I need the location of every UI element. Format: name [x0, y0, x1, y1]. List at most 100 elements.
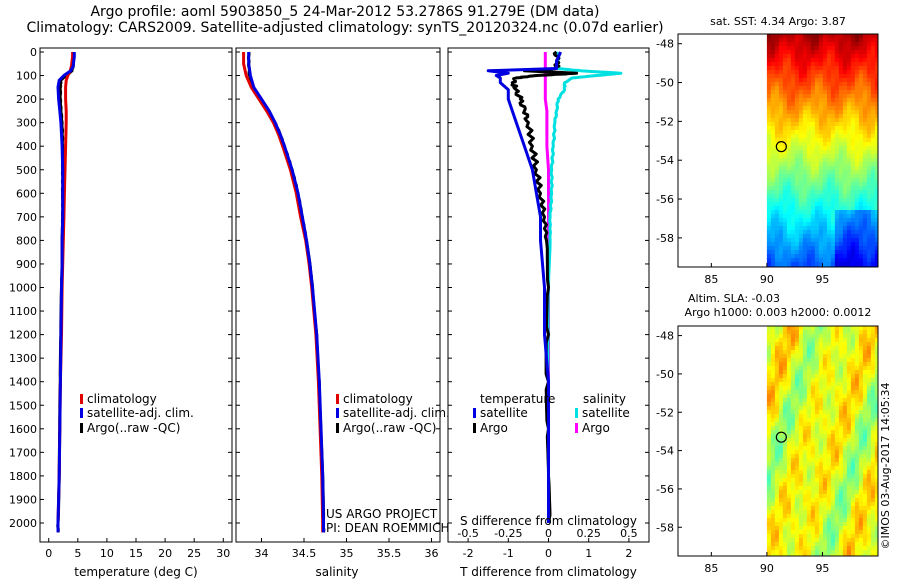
- sst-map-cell: [790, 70, 796, 75]
- sst-map-cell: [790, 38, 796, 43]
- sla-map-cell: [782, 498, 788, 503]
- sst-map-cell: [786, 218, 792, 223]
- sla-map-cell: [874, 518, 878, 523]
- sst-map-cell: [814, 134, 820, 139]
- sst-map-cell: [846, 126, 852, 131]
- sst-map-cell: [786, 142, 792, 147]
- sla-map-cell: [798, 366, 804, 371]
- sla-map-cell: [858, 550, 864, 555]
- sla-map-cell: [826, 482, 832, 487]
- sla-map-cell: [786, 482, 792, 487]
- sst-map-cell: [770, 170, 776, 175]
- sst-map-cell: [786, 54, 792, 59]
- sst-map-cell: [790, 74, 796, 79]
- sla-map-cell: [826, 362, 832, 367]
- sla-map-cell: [858, 422, 864, 427]
- sla-map-cell: [798, 466, 804, 471]
- sst-map-cell: [850, 42, 856, 47]
- sla-map-cell: [858, 374, 864, 379]
- sst-map-cell: [838, 94, 844, 99]
- sst-map-cell: [778, 218, 784, 223]
- sst-map-cell: [794, 186, 800, 191]
- sla-map-cell: [842, 442, 848, 447]
- sla-map-cell: [770, 382, 776, 387]
- sst-map-cell: [826, 138, 832, 143]
- sst-map-cell: [874, 234, 878, 239]
- sla-map-cell: [814, 510, 820, 515]
- sla-map-cell: [834, 402, 840, 407]
- sst-map-cell: [818, 202, 824, 207]
- sst-map-cell: [830, 106, 836, 111]
- sla-map-cell: [790, 542, 796, 547]
- sla-map-cell: [870, 326, 876, 331]
- sla-map-cell: [802, 366, 808, 371]
- temperature-legend-swatch: [80, 408, 83, 418]
- sla-map-cell: [830, 542, 836, 547]
- sla-map-cell: [850, 546, 856, 551]
- sst-map-cell: [794, 174, 800, 179]
- sla-map-cell: [834, 522, 840, 527]
- sla-map-cell: [850, 346, 856, 351]
- sst-map-cell: [822, 230, 828, 235]
- sla-map-cell: [866, 394, 872, 399]
- sla-map-cell: [806, 490, 812, 495]
- sst-map-cell: [810, 246, 816, 251]
- sla-map-cell: [874, 402, 878, 407]
- sst-map-cell: [850, 158, 856, 163]
- sla-map-cell: [838, 554, 844, 556]
- sst-map-cell: [782, 162, 788, 167]
- sla-map-cell: [790, 330, 796, 335]
- sst-map-cell: [778, 222, 784, 227]
- sst-map-cell: [850, 110, 856, 115]
- sst-map-cell: [818, 230, 824, 235]
- sla-map-cell: [798, 474, 804, 479]
- sst-map-cell: [866, 190, 872, 195]
- sla-map-cell: [846, 486, 852, 491]
- sla-map-cell: [774, 406, 780, 411]
- sst-map-cell: [838, 166, 844, 171]
- sst-map-cell: [806, 202, 812, 207]
- sla-map-cell: [874, 434, 878, 439]
- sst-map-cell: [818, 66, 824, 71]
- sst-map-cell: [874, 170, 878, 175]
- sla-map-cell: [802, 386, 808, 391]
- sla-map-cell: [862, 342, 868, 347]
- sst-map-cell: [838, 242, 844, 247]
- sst-map-cell: [822, 202, 828, 207]
- sla-map-cell: [834, 410, 840, 415]
- sla-map-cell: [838, 490, 844, 495]
- sst-map-cell: [782, 158, 788, 163]
- sla-map-cell: [858, 350, 864, 355]
- sst-map-cell: [838, 238, 844, 243]
- sla-map-cell: [862, 478, 868, 483]
- sst-map-cell: [814, 58, 820, 63]
- sla-map-cell: [770, 330, 776, 335]
- sla-map-cell: [794, 526, 800, 531]
- sst-map-cell: [778, 182, 784, 187]
- sst-map-cell: [854, 42, 860, 47]
- sst-map-cell: [814, 126, 820, 131]
- sst-map-cell: [814, 70, 820, 75]
- sla-map-cell: [858, 486, 864, 491]
- sla-map-cell: [822, 474, 828, 479]
- sst-map-cell: [858, 222, 864, 227]
- sla-map-cell: [842, 474, 848, 479]
- sst-map-cell: [862, 202, 868, 207]
- sla-map-cell: [834, 434, 840, 439]
- sst-map-cell: [862, 34, 868, 39]
- sla-map-cell: [806, 466, 812, 471]
- sst-map-cell: [810, 146, 816, 151]
- sst-map-cell: [774, 134, 780, 139]
- sst-map-cell: [778, 98, 784, 103]
- sla-map-cell: [854, 458, 860, 463]
- sla-map-cell: [810, 390, 816, 395]
- sst-map-cell: [842, 230, 848, 235]
- sla-map-cell: [838, 374, 844, 379]
- sla-map-cell: [850, 458, 856, 463]
- sst-map-cell: [806, 46, 812, 51]
- sla-map-cell: [862, 546, 868, 551]
- sla-map-cell: [786, 454, 792, 459]
- sst-map-cell: [834, 190, 840, 195]
- sst-map-cell: [766, 174, 772, 179]
- sst-map-cell: [874, 110, 878, 115]
